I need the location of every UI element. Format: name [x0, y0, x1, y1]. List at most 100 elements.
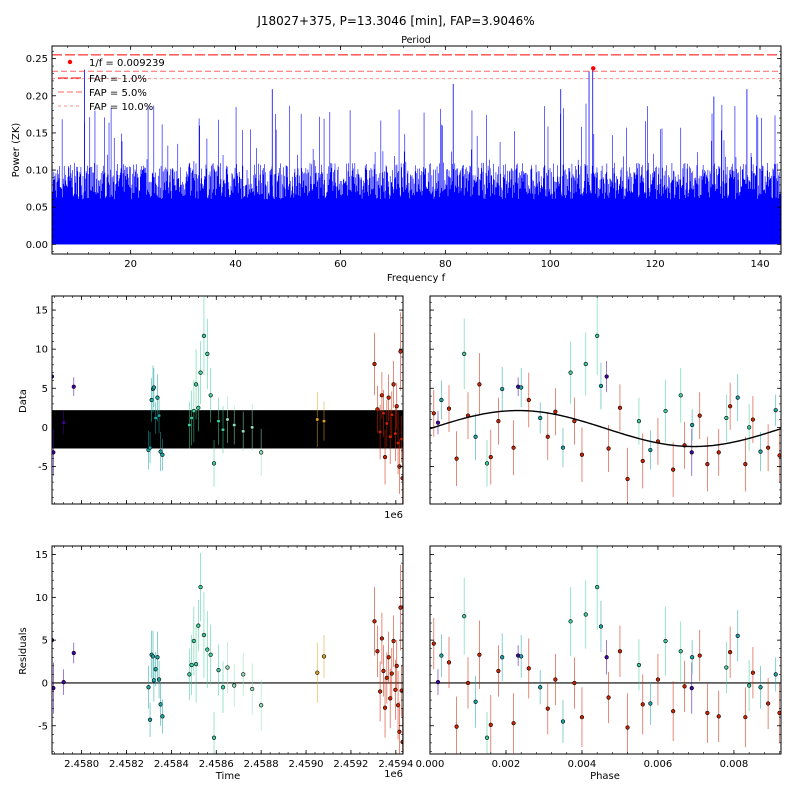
data-point — [435, 679, 441, 685]
data-point — [598, 624, 604, 629]
data-point — [747, 683, 752, 688]
y-tick-label: -5 — [38, 462, 48, 473]
data-point — [439, 653, 444, 658]
data-point — [777, 710, 781, 716]
data-point — [158, 702, 163, 707]
data-point — [147, 445, 153, 450]
data-point — [648, 447, 653, 453]
data-point — [454, 456, 459, 461]
data-ylabel: Data — [18, 389, 29, 413]
data-point — [496, 668, 501, 674]
y-tick-label: 5 — [42, 636, 48, 647]
data-point — [71, 650, 76, 656]
data-point — [648, 701, 653, 706]
data-point — [579, 452, 585, 457]
data-point — [724, 665, 729, 670]
data-point — [477, 652, 482, 657]
y-tick-label: 0.10 — [26, 166, 48, 177]
data-point — [378, 689, 383, 694]
data-point — [750, 417, 756, 422]
periodogram-axes: 0.00 0.05 0.10 0.15 0.20 0.25 20 40 60 80 100 120 14… — [26, 45, 782, 270]
legend-best-frequency-marker — [67, 59, 73, 65]
data-phase-axes — [429, 295, 782, 505]
data-point — [636, 419, 642, 424]
data-point — [690, 655, 695, 660]
data-point — [583, 361, 588, 367]
data-point — [196, 405, 201, 410]
data-point — [750, 670, 756, 675]
data-point — [473, 434, 478, 439]
data-point — [205, 647, 210, 652]
plot-area — [52, 296, 403, 504]
data-point — [146, 685, 151, 690]
axes-frame — [51, 45, 782, 255]
x-tick-label: 100 — [541, 259, 560, 270]
data-point — [606, 695, 611, 700]
data-point — [705, 462, 710, 467]
data-point — [160, 714, 165, 719]
data-point — [519, 654, 524, 659]
data-point — [71, 384, 76, 389]
data-time-axes: -5 0 5 10 15 — [35, 295, 404, 505]
residuals-time-axes: -5 0 5 10 15 2.4580 2.4582 2.4584 2.4586 2.4588 2.… — [35, 545, 413, 770]
x-tick-label: 40 — [229, 259, 242, 270]
data-point — [462, 351, 467, 356]
data-point — [655, 677, 661, 682]
data-point — [728, 404, 733, 409]
data-point — [196, 623, 201, 628]
data-point — [394, 404, 399, 409]
data-point — [379, 636, 385, 641]
data-point — [716, 714, 721, 719]
legend-fap-10-label: FAP = 10.0% — [89, 102, 153, 113]
y-tick-label: 5 — [42, 384, 48, 395]
plot-area — [52, 552, 403, 754]
data-point — [716, 450, 721, 455]
data-point — [758, 685, 763, 690]
data-point — [766, 445, 771, 450]
data-point — [147, 717, 153, 722]
x-tick-label: 2.4590 — [289, 759, 324, 770]
data-point — [201, 333, 207, 338]
y-tick-label: 0 — [42, 423, 48, 434]
data-point — [193, 662, 199, 667]
data-point — [52, 685, 56, 691]
periodogram-fill — [52, 199, 781, 245]
data-point — [500, 386, 505, 392]
data-point — [473, 699, 478, 704]
data-point — [321, 419, 327, 424]
data-point — [728, 650, 733, 655]
axes-frame — [429, 295, 782, 505]
data-point — [160, 452, 165, 457]
periodogram-xlabel: Frequency f — [387, 273, 446, 284]
data-point — [225, 417, 230, 422]
data-point — [477, 382, 482, 387]
x-tick-label: 2.4582 — [109, 759, 144, 770]
data-point — [259, 703, 264, 708]
data-point — [384, 675, 389, 680]
data-point — [220, 427, 226, 432]
data-point — [568, 619, 573, 624]
data-point — [241, 429, 246, 434]
y-tick-label: 0.00 — [26, 240, 48, 251]
data-point — [538, 685, 543, 690]
data-point — [389, 671, 394, 676]
data-point — [454, 724, 459, 729]
data-point — [625, 476, 630, 482]
y-tick-label: 15 — [35, 550, 48, 561]
periodogram-ylabel: Power (ZK) — [11, 123, 22, 178]
data-point — [155, 655, 160, 660]
legend-best-frequency-label: 1/f = 0.009239 — [89, 58, 165, 69]
data-point — [488, 454, 493, 460]
data-point — [446, 660, 452, 665]
data-point — [579, 715, 585, 720]
data-point — [232, 683, 237, 688]
data-point — [572, 680, 577, 686]
data-point — [435, 420, 441, 425]
data-point — [150, 654, 156, 659]
data-point — [663, 408, 668, 414]
data-point — [690, 422, 695, 428]
data-point — [394, 663, 399, 668]
data-point — [595, 584, 600, 590]
x-tick-label: 0.004 — [568, 759, 597, 770]
residuals-time-xlabel: Time — [215, 771, 240, 782]
